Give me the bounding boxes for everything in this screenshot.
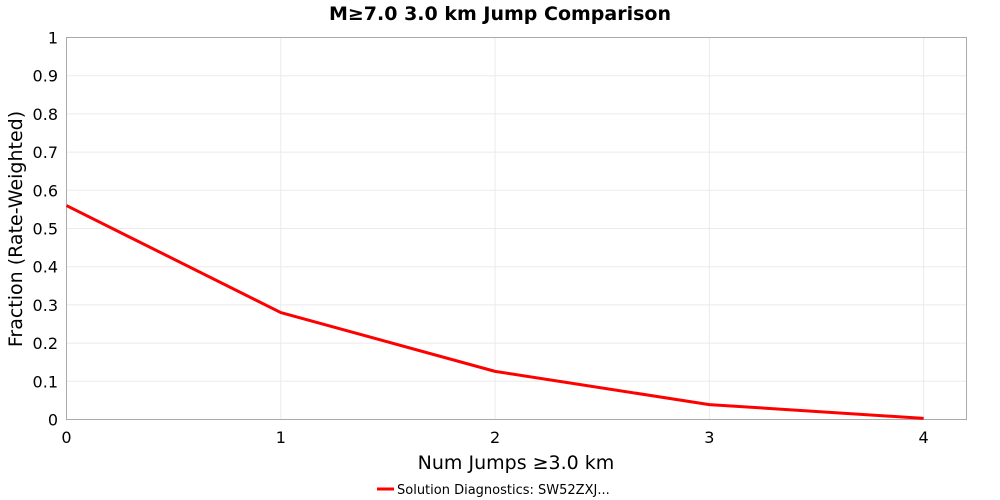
x-tick-label: 0 xyxy=(61,428,71,447)
x-axis-label: Num Jumps ≥3.0 km xyxy=(418,452,615,474)
plot-area xyxy=(66,37,967,420)
y-ticks: 0 0.1 0.2 0.3 0.4 0.5 0.6 0.7 0.8 0.9 1 xyxy=(33,29,58,430)
y-tick-label: 0.3 xyxy=(33,296,58,315)
y-tick-label: 0 xyxy=(48,411,58,430)
y-tick-label: 0.2 xyxy=(33,334,58,353)
legend: Solution Diagnostics: SW52ZXJ... xyxy=(377,483,610,498)
y-tick-label: 0.1 xyxy=(33,372,58,391)
legend-label: Solution Diagnostics: SW52ZXJ... xyxy=(397,483,610,498)
y-axis-label: Fraction (Rate-Weighted) xyxy=(5,111,27,347)
y-tick-label: 0.6 xyxy=(33,181,58,200)
x-tick-label: 4 xyxy=(919,428,929,447)
y-tick-label: 0.4 xyxy=(33,258,58,277)
y-tick-label: 0.7 xyxy=(33,143,58,162)
x-ticks: 0 1 2 3 4 xyxy=(61,428,928,447)
series-layer xyxy=(65,204,924,420)
chart-title: M≥7.0 3.0 km Jump Comparison xyxy=(329,3,671,25)
grid xyxy=(66,37,967,420)
x-tick-label: 1 xyxy=(276,428,286,447)
x-tick-label: 3 xyxy=(704,428,714,447)
y-tick-label: 0.9 xyxy=(33,67,58,86)
y-tick-label: 0.8 xyxy=(33,105,58,124)
y-tick-label: 0.5 xyxy=(33,220,58,239)
x-tick-label: 2 xyxy=(490,428,500,447)
y-tick-label: 1 xyxy=(48,29,58,48)
